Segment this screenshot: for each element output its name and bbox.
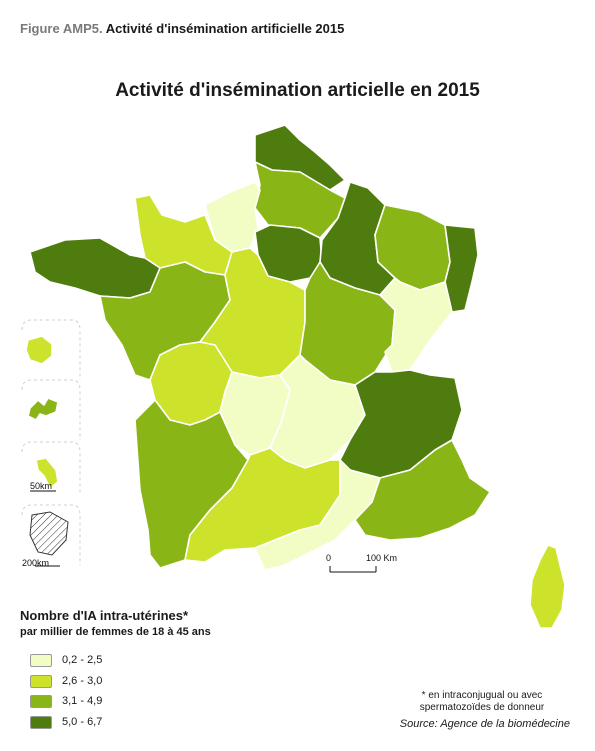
figure-caption: Activité d'insémination artificielle 201…: [105, 21, 345, 36]
region-alsace: [444, 224, 479, 313]
legend-item-1: 2,6 - 3,0: [30, 674, 102, 688]
inset-guyane: 200km: [21, 504, 81, 568]
region-auvergne: [269, 354, 366, 469]
legend-label-1: 2,6 - 3,0: [62, 675, 103, 687]
inset-martinique: 50km: [21, 441, 81, 495]
legend-item-3: 5,0 - 6,7: [30, 715, 102, 729]
region-corse: [529, 544, 566, 629]
guyane-territory: [29, 511, 69, 556]
scale-label-100: 100 Km: [366, 553, 397, 563]
source-line: Source: Agence de la biomédecine: [399, 718, 570, 730]
figure-label: Figure AMP5. Activité d'insémination art…: [20, 21, 344, 36]
legend-label-3: 5,0 - 6,7: [62, 716, 103, 728]
reunion-island: [25, 335, 53, 365]
martinique-island: [35, 457, 59, 489]
figure-number: Figure AMP5.: [20, 21, 103, 36]
guadeloupe-island: [27, 397, 59, 421]
scale-label-zero: 0: [326, 553, 331, 563]
region-bretagne: [29, 237, 161, 299]
legend-swatch-3: [30, 715, 52, 729]
legend-swatch-2: [30, 694, 52, 708]
map-title: Activité d'insémination articielle en 20…: [115, 80, 480, 101]
legend-label-2: 3,1 - 4,9: [62, 695, 103, 707]
legend-item-0: 0,2 - 2,5: [30, 653, 102, 667]
region-paca: [354, 439, 491, 541]
legend-swatch-1: [30, 674, 52, 688]
legend-item-2: 3,1 - 4,9: [30, 694, 102, 708]
footnote: * en intraconjugual ou avec spermatozoïd…: [419, 690, 545, 713]
legend-swatch-0: [30, 653, 52, 667]
inset-guadeloupe: [21, 379, 81, 440]
legend-title: Nombre d'IA intra-utérines*: [20, 608, 189, 623]
guyane-scale-label: 200km: [22, 558, 49, 568]
legend-label-0: 0,2 - 2,5: [62, 654, 103, 666]
scale-bar: 0 100 Km: [326, 553, 397, 573]
legend-subtitle: par millier de femmes de 18 à 45 ans: [20, 626, 211, 638]
martinique-scale-label: 50km: [30, 481, 52, 491]
inset-reunion: [21, 319, 81, 380]
